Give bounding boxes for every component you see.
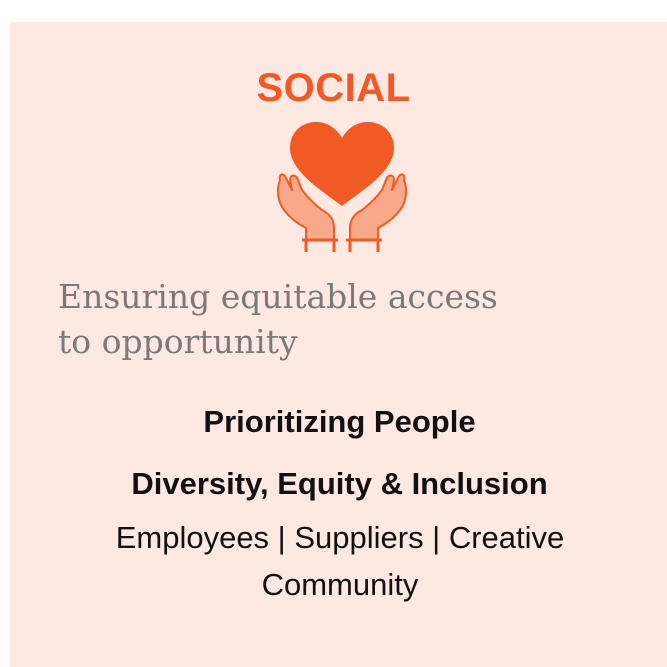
heart-shape: [290, 122, 394, 206]
detail-text: Employees | Suppliers | Creative Communi…: [115, 520, 565, 602]
tagline-line-2: to opportunity: [58, 322, 298, 361]
subheading-prioritizing-people: Prioritizing People: [203, 404, 476, 439]
tagline: Ensuring equitable access to opportunity: [58, 274, 618, 364]
heart-in-hands-icon: [272, 118, 412, 254]
card-heading: SOCIAL: [256, 66, 411, 110]
social-card: [10, 22, 667, 667]
right-hand-shape: [349, 173, 408, 241]
subheading-dei: Diversity, Equity & Inclusion: [131, 466, 548, 501]
tagline-line-1: Ensuring equitable access: [58, 277, 498, 316]
left-hand-shape: [276, 173, 335, 241]
